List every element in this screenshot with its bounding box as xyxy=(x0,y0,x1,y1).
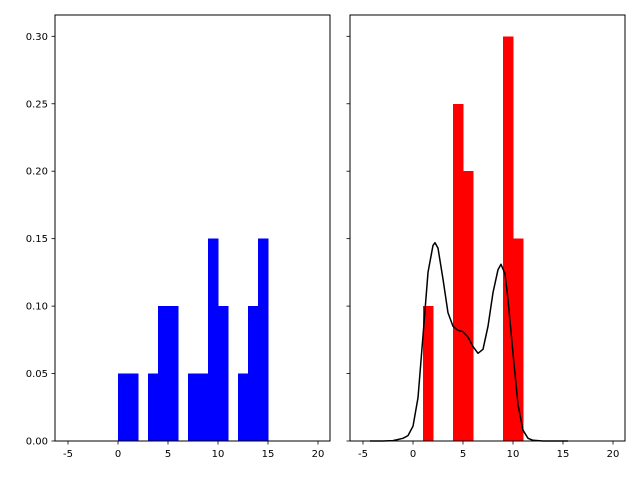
y-tick-label: 0.20 xyxy=(26,167,48,178)
histogram-bar xyxy=(168,306,179,441)
histogram-bar xyxy=(238,373,249,441)
x-tick-label: 20 xyxy=(312,449,325,460)
y-tick-label: 0.15 xyxy=(26,234,48,245)
x-tick-label: 20 xyxy=(607,449,620,460)
histogram-bar xyxy=(258,238,269,441)
histogram-bar xyxy=(148,373,159,441)
x-tick-label: 5 xyxy=(460,449,466,460)
y-tick-label: 0.30 xyxy=(26,32,48,43)
histogram-bar xyxy=(198,373,209,441)
histogram-bar xyxy=(503,36,514,442)
right-histogram-axes: -5 0 5 10 15 20 xyxy=(346,14,626,460)
histogram-bar xyxy=(128,373,139,441)
histogram-bar xyxy=(423,306,434,441)
histogram-bar xyxy=(158,306,169,441)
x-tick-label: 15 xyxy=(557,449,570,460)
density-line xyxy=(370,241,568,442)
x-tick-label: 5 xyxy=(165,449,171,460)
x-tick-label: -5 xyxy=(358,449,368,460)
y-tick-label: 0.10 xyxy=(26,302,48,313)
y-tick-label: 0.25 xyxy=(26,99,48,110)
histogram-bar xyxy=(118,373,129,441)
histogram-bar xyxy=(463,171,474,442)
x-tick-label: 15 xyxy=(262,449,275,460)
y-tick-label: 0.00 xyxy=(26,437,48,448)
axes-frame xyxy=(54,14,331,442)
x-tick-label: 10 xyxy=(507,449,520,460)
histogram-bar xyxy=(453,103,464,442)
x-tick-label: -5 xyxy=(63,449,73,460)
axes-frame xyxy=(349,14,626,442)
x-tick-label: 0 xyxy=(410,449,416,460)
x-tick-label: 0 xyxy=(115,449,121,460)
histogram-bar xyxy=(218,306,229,441)
histogram-bar xyxy=(208,238,219,441)
left-histogram-axes: -5 0 5 10 15 20 0.00 0.05 0.10 0.15 0.20 0.25 0.30 xyxy=(26,14,331,460)
y-tick-label: 0.05 xyxy=(26,369,48,380)
x-tick-label: 10 xyxy=(212,449,225,460)
histogram-bar xyxy=(513,238,524,441)
histogram-bar xyxy=(248,306,259,441)
histogram-bar xyxy=(188,373,199,441)
